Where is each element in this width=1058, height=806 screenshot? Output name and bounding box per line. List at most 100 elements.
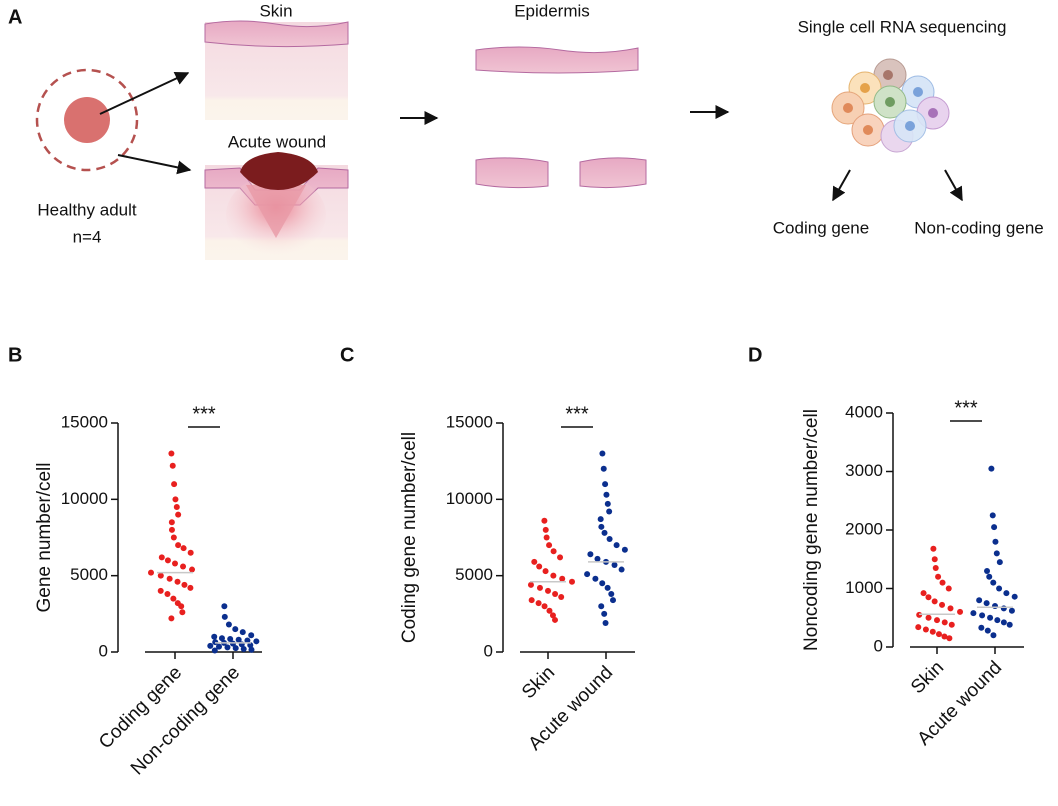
data-point [979,612,986,619]
panel-a: A Skin Acute wound Healthy adult n=4 Epi… [8,1,1044,260]
data-point [611,561,618,568]
y-tick-label: 10000 [446,489,493,508]
significance-label: *** [954,397,978,419]
data-point [598,603,605,610]
data-point [584,571,591,578]
data-point [618,566,625,573]
y-tick-label: 5000 [70,565,108,584]
data-point [187,549,194,556]
y-tick-label: 15000 [446,412,493,431]
data-point [528,597,535,604]
data-point [569,578,575,585]
data-point [1000,619,1007,626]
data-point [541,603,548,610]
data-point [948,621,955,628]
data-point [545,587,551,594]
data-point [550,572,557,579]
y-tick-label: 5000 [455,565,493,584]
data-point [170,595,177,602]
data-point [939,601,946,608]
data-point [207,642,214,649]
label: Acute wound [228,132,326,151]
data-point [1003,590,1010,597]
data-point [166,575,173,582]
data-point [158,554,165,561]
data-point [984,627,991,634]
data-point [168,526,175,533]
data-point [180,563,187,570]
data-point [169,462,176,469]
data-point [970,610,977,617]
data-point [1011,593,1018,600]
data-point [598,523,605,530]
data-point [174,578,181,585]
label: Skin [259,1,292,20]
data-point [168,615,175,622]
epidermis-strip [475,46,639,74]
label: n=4 [73,227,102,246]
data-point [247,642,254,649]
y-tick-label: 0 [99,641,108,660]
epidermis-strip [579,157,647,189]
data-point [221,603,228,610]
sample-circle [64,97,110,143]
y-tick-label: 0 [874,636,883,655]
data-point [987,614,994,621]
y-tick-label: 10000 [61,489,108,508]
data-point [542,526,549,533]
data-point [168,450,175,457]
data-point [978,624,985,631]
data-point [925,614,932,621]
data-point [988,465,995,472]
data-point [179,609,186,616]
data-point [1006,621,1013,628]
data-point [541,517,548,524]
data-point [187,584,194,591]
data-point [221,613,228,620]
data-point [600,465,607,472]
data-point [175,511,182,518]
data-point [232,645,239,652]
y-tick-label: 3000 [845,461,883,480]
data-point [557,554,564,561]
data-point [244,637,251,644]
data-point [168,519,175,526]
data-point [935,573,942,580]
data-point [929,628,936,635]
data-point [227,636,234,643]
data-point [592,575,599,582]
x-tick-label: Skin [907,657,948,698]
wound-cone [246,185,306,238]
data-point [604,500,611,507]
data-point [536,584,543,591]
data-point [170,534,177,541]
data-point [248,646,255,653]
data-point [235,636,242,643]
panel-label: D [748,344,762,366]
y-tick-label: 1000 [845,578,883,597]
data-point [546,607,553,614]
data-point [990,632,997,639]
y-axis-label: Coding gene number/cell [399,432,420,643]
data-point [211,633,218,640]
data-point [550,548,557,555]
data-point [599,450,606,457]
data-point [989,512,996,519]
y-axis-label: Gene number/cell [34,463,55,613]
data-point [993,550,1000,557]
data-point [559,575,566,582]
data-point [225,621,232,628]
data-point [604,584,611,591]
data-point [996,585,1003,592]
data-point [939,579,946,586]
data-point [930,545,937,552]
data-point [552,616,558,623]
x-tick-label: Non-coding gene [127,662,244,779]
data-point [542,568,549,575]
significance-label: *** [565,403,589,425]
data-point [253,638,260,645]
data-point [941,619,948,626]
data-point [218,635,225,642]
data-point [189,566,196,573]
